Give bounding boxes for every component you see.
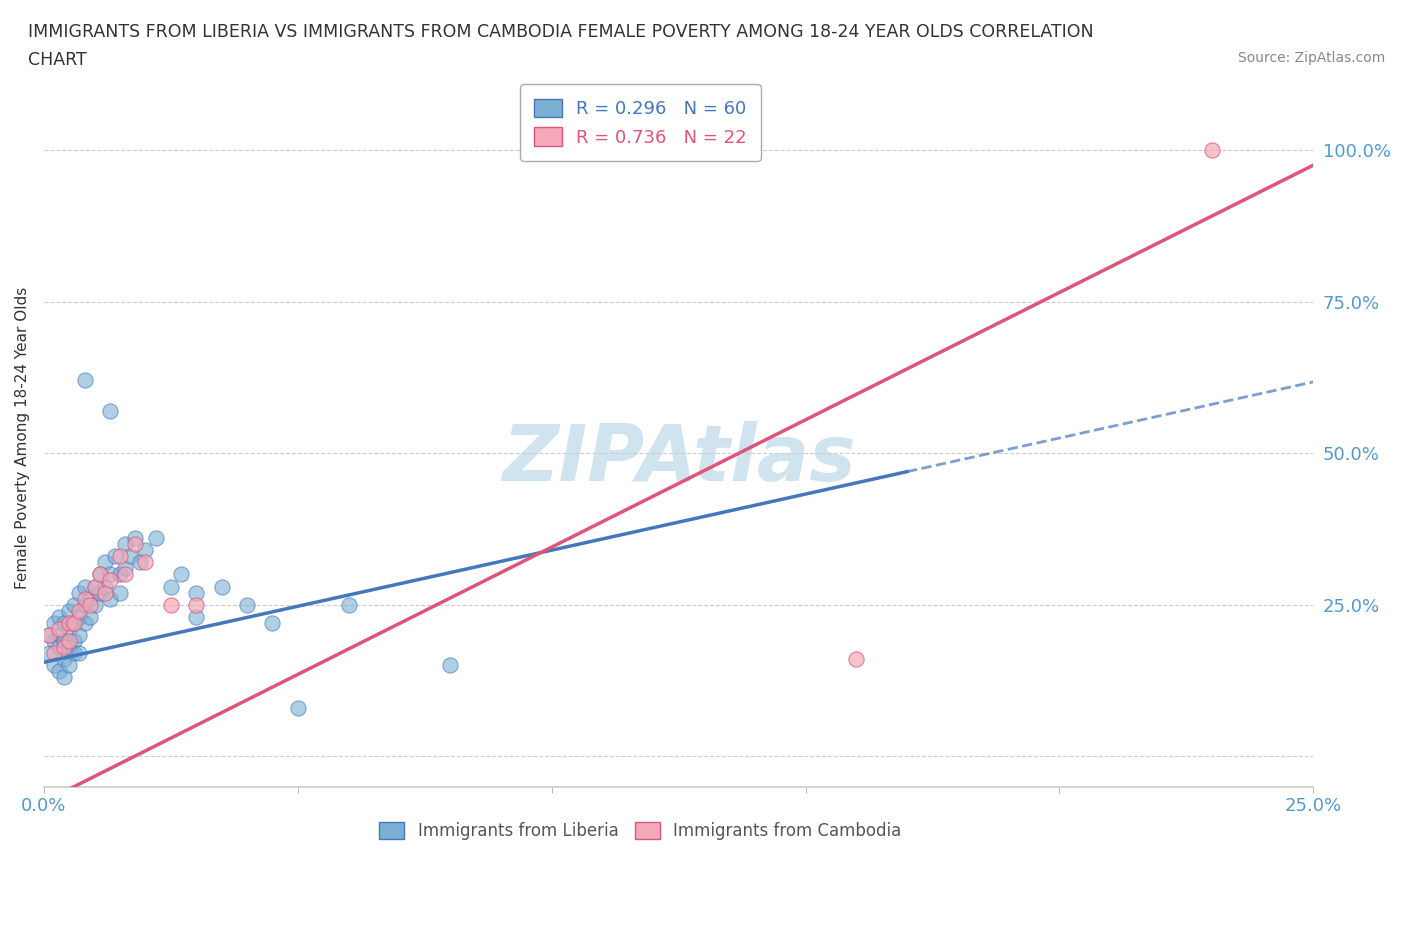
Text: Source: ZipAtlas.com: Source: ZipAtlas.com — [1237, 51, 1385, 65]
Point — [108, 549, 131, 564]
Point — [58, 633, 80, 648]
Point — [53, 633, 76, 648]
Point — [120, 549, 142, 564]
Point — [89, 567, 111, 582]
Point — [42, 645, 65, 660]
Point — [439, 658, 461, 672]
Point — [48, 640, 70, 655]
Point — [114, 561, 136, 576]
Point — [63, 616, 86, 631]
Point — [98, 591, 121, 606]
Point — [236, 597, 259, 612]
Point — [845, 652, 868, 667]
Point — [134, 555, 156, 570]
Point — [129, 555, 152, 570]
Text: CHART: CHART — [28, 51, 87, 69]
Point — [73, 579, 96, 594]
Point — [58, 640, 80, 655]
Point — [53, 616, 76, 631]
Point — [114, 537, 136, 551]
Point — [67, 628, 90, 643]
Point — [42, 633, 65, 648]
Point — [79, 591, 101, 606]
Point — [98, 573, 121, 588]
Point — [186, 597, 208, 612]
Point — [38, 628, 60, 643]
Point — [48, 621, 70, 636]
Point — [83, 579, 105, 594]
Point — [48, 628, 70, 643]
Point — [63, 597, 86, 612]
Point — [211, 579, 233, 594]
Point — [73, 591, 96, 606]
Legend: Immigrants from Liberia, Immigrants from Cambodia: Immigrants from Liberia, Immigrants from… — [371, 813, 910, 848]
Point — [53, 640, 76, 655]
Point — [124, 531, 146, 546]
Point — [94, 579, 117, 594]
Point — [108, 567, 131, 582]
Point — [79, 609, 101, 624]
Point — [89, 585, 111, 600]
Point — [186, 585, 208, 600]
Point — [53, 670, 76, 684]
Text: IMMIGRANTS FROM LIBERIA VS IMMIGRANTS FROM CAMBODIA FEMALE POVERTY AMONG 18-24 Y: IMMIGRANTS FROM LIBERIA VS IMMIGRANTS FR… — [28, 23, 1094, 41]
Point — [94, 585, 117, 600]
Point — [114, 567, 136, 582]
Point — [38, 628, 60, 643]
Point — [63, 645, 86, 660]
Point — [42, 658, 65, 672]
Point — [67, 645, 90, 660]
Point — [287, 700, 309, 715]
Point — [1201, 142, 1223, 157]
Point — [337, 597, 360, 612]
Point — [63, 616, 86, 631]
Point — [58, 621, 80, 636]
Point — [58, 616, 80, 631]
Point — [48, 609, 70, 624]
Point — [67, 609, 90, 624]
Point — [98, 404, 121, 418]
Point — [186, 609, 208, 624]
Point — [89, 567, 111, 582]
Point — [48, 664, 70, 679]
Point — [73, 597, 96, 612]
Point — [145, 531, 167, 546]
Point — [42, 616, 65, 631]
Point — [38, 645, 60, 660]
Point — [67, 604, 90, 618]
Point — [98, 567, 121, 582]
Y-axis label: Female Poverty Among 18-24 Year Olds: Female Poverty Among 18-24 Year Olds — [15, 286, 30, 589]
Point — [63, 633, 86, 648]
Point — [53, 652, 76, 667]
Point — [83, 597, 105, 612]
Point — [134, 543, 156, 558]
Point — [73, 373, 96, 388]
Text: ZIPAtlas: ZIPAtlas — [502, 421, 855, 497]
Point — [159, 579, 181, 594]
Point — [58, 604, 80, 618]
Point — [159, 597, 181, 612]
Point — [94, 555, 117, 570]
Point — [124, 537, 146, 551]
Point — [170, 567, 193, 582]
Point — [79, 597, 101, 612]
Point — [108, 585, 131, 600]
Point — [83, 579, 105, 594]
Point — [104, 549, 127, 564]
Point — [67, 585, 90, 600]
Point — [262, 616, 284, 631]
Point — [58, 658, 80, 672]
Point — [73, 616, 96, 631]
